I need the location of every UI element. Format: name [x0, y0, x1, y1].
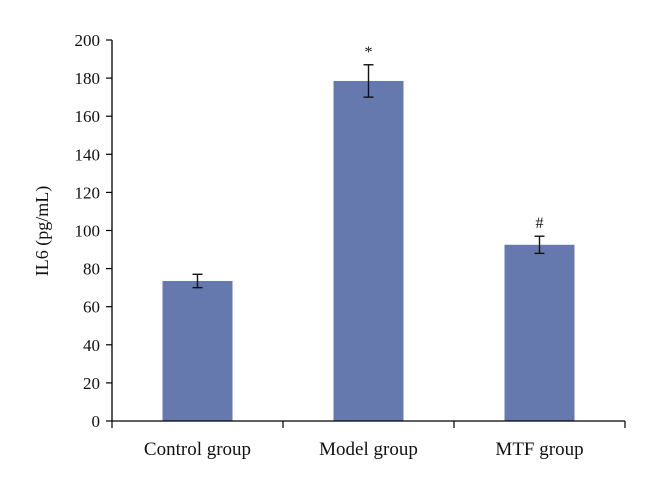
significance-marker: #: [536, 215, 544, 232]
y-tick-label: 120: [75, 183, 101, 202]
x-tick-label: Model group: [319, 439, 418, 460]
x-tick-label: Control group: [144, 439, 251, 460]
y-tick-label: 80: [83, 260, 100, 279]
y-tick-label: 0: [92, 412, 101, 431]
error-bar: [363, 64, 374, 98]
bar: [162, 280, 233, 421]
y-tick-label: 140: [75, 145, 101, 164]
x-tick-label: MTF group: [495, 439, 583, 460]
bar: [504, 244, 575, 421]
y-axis-title: IL6 (pg/mL): [32, 186, 53, 276]
error-bar: [534, 235, 545, 255]
significance-marker: *: [365, 44, 373, 61]
x-axis: Control group Model group MTF group: [111, 420, 626, 460]
y-tick-label: 200: [75, 31, 101, 50]
y-axis: 0 20 40 60 80 100 120 140 160 180 200: [75, 31, 113, 431]
y-tick-label: 60: [83, 298, 100, 317]
y-tick-label: 180: [75, 69, 101, 88]
y-tick-label: 40: [83, 336, 100, 355]
y-tick-label: 20: [83, 374, 100, 393]
bar: [333, 80, 404, 422]
plot-area: *#: [162, 44, 575, 422]
y-tick-label: 100: [75, 222, 101, 241]
y-tick-label: 160: [75, 107, 101, 126]
error-bar: [192, 273, 203, 289]
